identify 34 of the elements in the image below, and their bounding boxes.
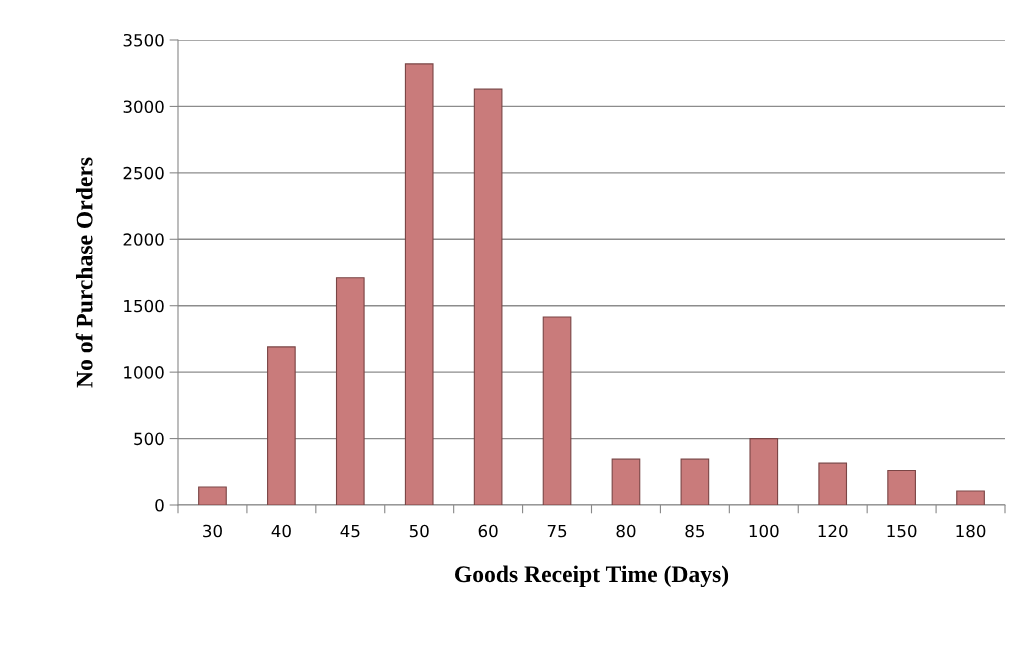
y-tick-label: 0 — [155, 498, 164, 512]
bar — [749, 438, 779, 505]
bar — [680, 458, 710, 505]
y-tick-label: 3000 — [123, 100, 164, 113]
x-tick-label: 80 — [616, 524, 636, 538]
bar — [611, 458, 641, 505]
y-tick-label: 500 — [134, 432, 164, 446]
x-tick-label: 100 — [749, 524, 779, 538]
bar — [542, 316, 572, 505]
bar — [473, 88, 503, 505]
bar — [956, 490, 985, 505]
x-tick-label: 50 — [409, 524, 429, 538]
x-tick-label: 30 — [203, 524, 222, 538]
y-tick-label: 2500 — [123, 166, 164, 180]
y-tick-label: 2000 — [123, 233, 164, 246]
x-tick-label: 45 — [340, 524, 360, 538]
y-tick-label: 1000 — [124, 366, 164, 379]
x-tick-label: 180 — [956, 524, 986, 538]
bar — [335, 277, 365, 505]
x-tick-label: 150 — [887, 524, 917, 538]
bar — [404, 63, 434, 505]
bar — [267, 346, 296, 505]
y-tick-label: 3500 — [123, 33, 164, 47]
x-tick-label: 75 — [547, 524, 567, 538]
bar — [818, 462, 848, 505]
x-tick-label: 120 — [818, 524, 848, 538]
x-axis-title: Goods Receipt Time (Days) — [455, 565, 729, 588]
x-tick-label: 85 — [685, 524, 705, 538]
y-tick-label: 1500 — [124, 299, 164, 313]
bar — [887, 469, 916, 505]
y-axis-title: No of Purchase Orders — [75, 157, 93, 388]
bar — [198, 486, 227, 505]
x-tick-label: 40 — [271, 524, 291, 538]
x-tick-label: 60 — [478, 524, 498, 538]
